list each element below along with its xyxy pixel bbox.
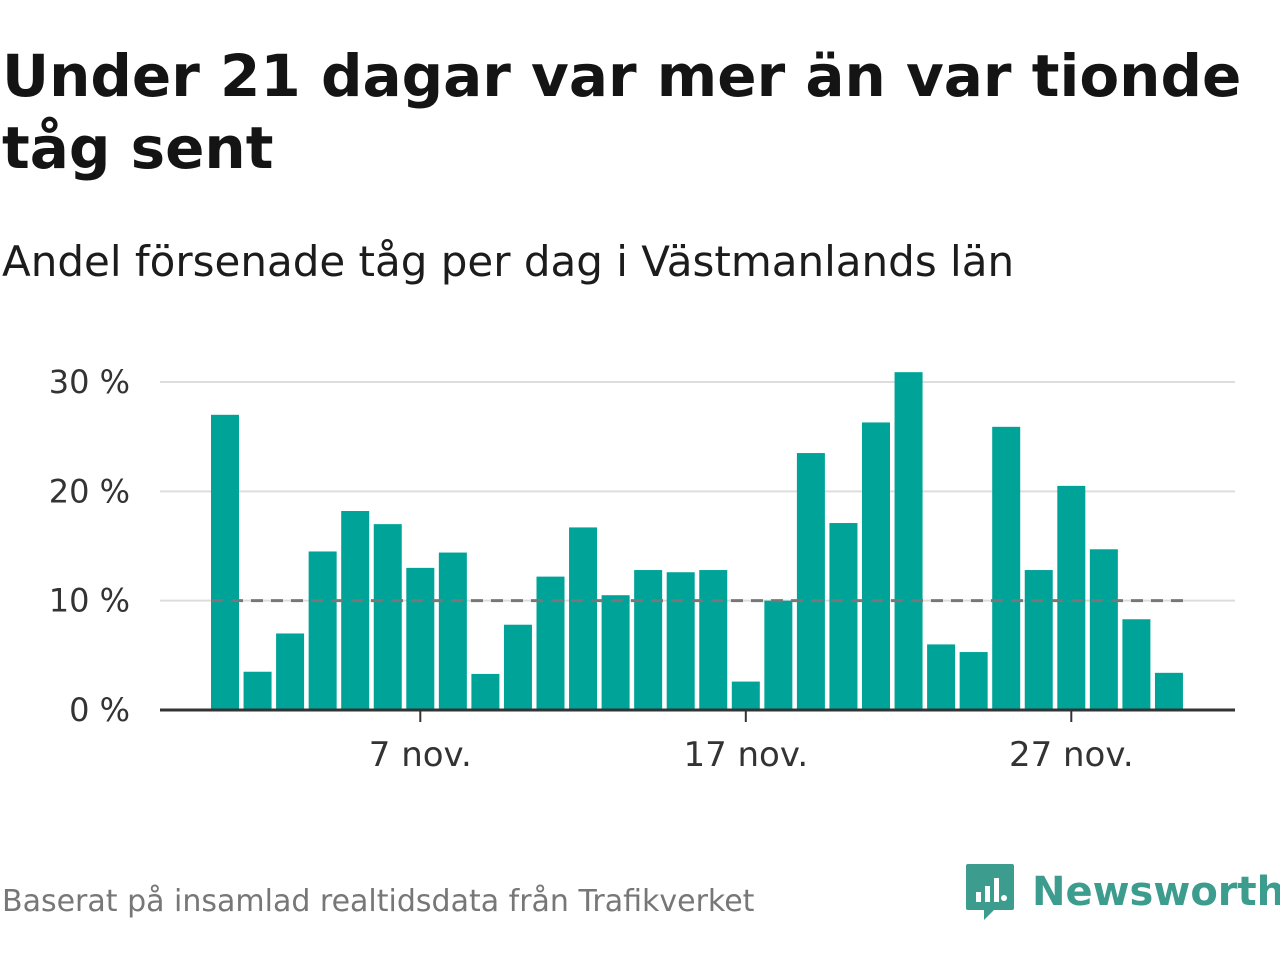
bar: [276, 633, 305, 710]
bar: [1057, 485, 1086, 710]
bar: [211, 414, 239, 710]
bar: [438, 552, 467, 710]
y-tick-label: 0 %: [69, 691, 130, 729]
bar: [731, 681, 760, 710]
chart-subtitle: Andel försenade tåg per dag i Västmanlan…: [2, 237, 1015, 286]
bar: [503, 624, 532, 710]
bar: [569, 527, 598, 710]
brand: Newsworthy: [964, 862, 1280, 922]
source-note: Baserat på insamlad realtidsdata från Tr…: [2, 884, 755, 919]
bar: [1024, 570, 1053, 710]
y-tick-label: 10 %: [49, 582, 130, 620]
x-tick-label: 7 nov.: [369, 735, 472, 775]
bar: [959, 652, 988, 710]
bar: [666, 572, 695, 710]
y-tick-label: 20 %: [49, 472, 130, 510]
bar: [341, 511, 370, 710]
chart-title: Under 21 dagar var mer än var tionde tåg…: [2, 42, 1242, 182]
bar: [406, 567, 435, 710]
bar-chart: 0 % 10 % 20 % 30 % 7 nov. 17 nov. 27 nov.: [49, 363, 1235, 775]
bar: [308, 551, 337, 710]
bar: [1089, 549, 1118, 710]
bar: [1122, 619, 1151, 710]
bar: [927, 644, 956, 710]
bar: [471, 673, 500, 710]
y-tick-labels: 0 % 10 % 20 % 30 %: [49, 363, 130, 729]
bar: [992, 426, 1021, 710]
x-tick-label: 27 nov.: [1009, 735, 1134, 775]
x-tick-labels: 7 nov. 17 nov. 27 nov.: [369, 710, 1134, 775]
brand-name: Newsworthy: [1032, 869, 1280, 915]
bar: [601, 595, 630, 710]
bar: [796, 453, 825, 710]
bar: [243, 671, 272, 710]
x-tick-label: 17 nov.: [683, 735, 808, 775]
bar: [699, 570, 728, 710]
newsworthy-logo-icon: [966, 864, 1014, 920]
bar: [829, 523, 858, 710]
bar: [373, 524, 402, 710]
bars: [211, 372, 1183, 710]
y-tick-label: 30 %: [49, 363, 130, 401]
bar: [764, 600, 793, 710]
bar: [894, 372, 923, 710]
bar: [536, 576, 565, 710]
bar: [862, 422, 890, 710]
bar: [634, 570, 663, 710]
bar: [1154, 672, 1183, 710]
